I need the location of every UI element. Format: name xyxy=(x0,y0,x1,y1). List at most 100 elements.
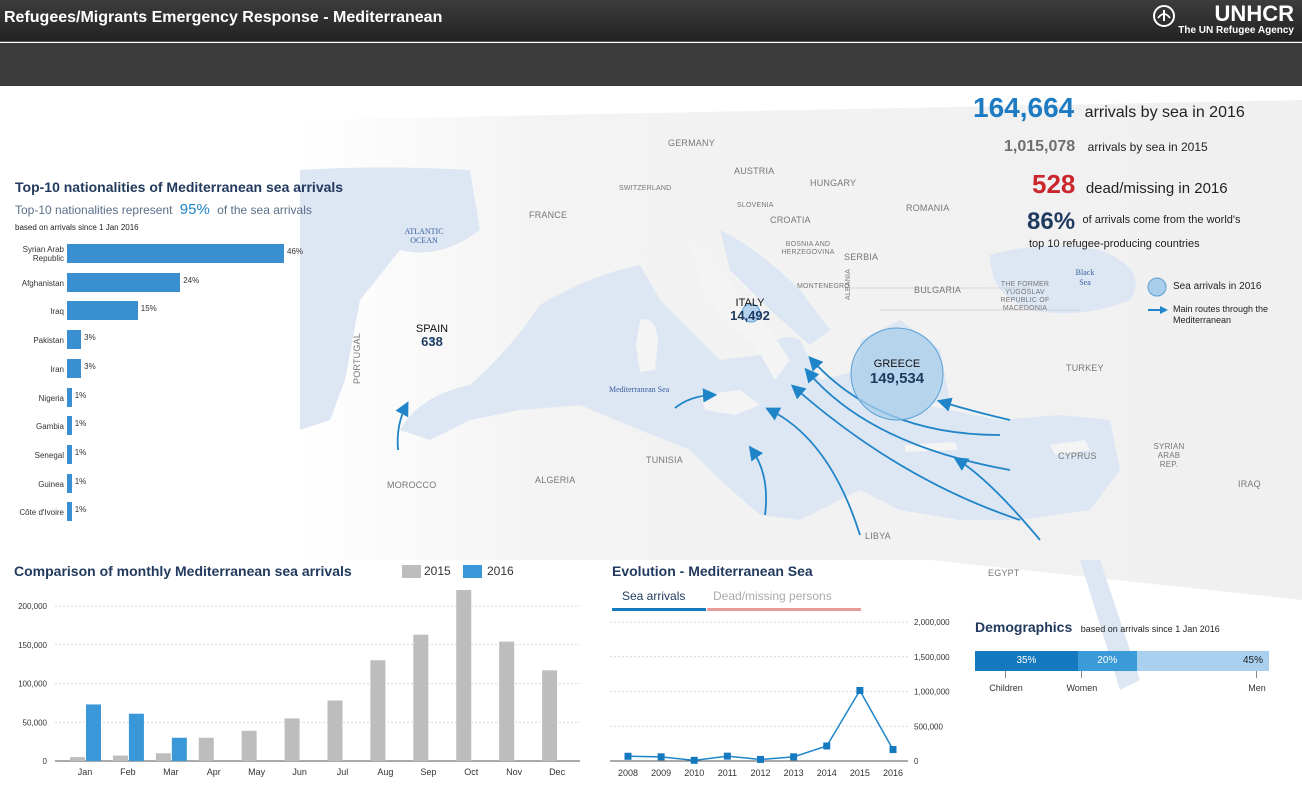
bar-2016[interactable] xyxy=(128,713,144,761)
country-label-cyprus: CYPRUS xyxy=(1058,451,1097,461)
country-label-france: FRANCE xyxy=(529,210,568,220)
nationality-bar[interactable] xyxy=(67,244,284,263)
demographics-label-men: Men xyxy=(1248,683,1266,693)
monthly-x-tick: Dec xyxy=(549,767,566,777)
evolution-point[interactable] xyxy=(624,752,632,760)
hub-value-spain: 638 xyxy=(421,334,443,349)
demographics-segment-men[interactable]: 45% xyxy=(1136,651,1269,671)
bar-2015[interactable] xyxy=(542,670,558,761)
nationality-label: Nigeria xyxy=(38,393,64,403)
nationality-label: Guinea xyxy=(38,479,64,489)
nationality-label: Gambia xyxy=(35,422,64,432)
bar-2015[interactable] xyxy=(499,641,515,761)
monthly-y-tick: 0 xyxy=(43,757,48,766)
bar-2016[interactable] xyxy=(171,737,187,761)
tab-sea-arrivals[interactable]: Sea arrivals xyxy=(622,589,686,603)
demographics-segment-women[interactable]: 20% xyxy=(1077,651,1137,671)
kpi-arrivals-2015: 1,015,078 arrivals by sea in 2015 xyxy=(1004,138,1208,156)
demographics-label-children: Children xyxy=(989,683,1023,693)
bar-2015[interactable] xyxy=(198,737,214,761)
evolution-x-tick: 2009 xyxy=(651,768,671,778)
tab-dead-missing[interactable]: Dead/missing persons xyxy=(713,589,832,603)
route-arrow xyxy=(748,445,767,516)
country-label-egypt: EGYPT xyxy=(988,568,1020,578)
evolution-x-tick: 2014 xyxy=(817,768,837,778)
hub-value-greece: 149,534 xyxy=(869,370,925,387)
bar-2016[interactable] xyxy=(86,704,101,761)
unhcr-logo[interactable]: UNHCR The UN Refugee Agency xyxy=(1153,3,1294,37)
route-arrow xyxy=(790,384,1021,521)
legend-circle-label: Sea arrivals in 2016 xyxy=(1173,281,1262,292)
country-label-montenegro: MONTENEGRO xyxy=(797,283,850,290)
bar-2015[interactable] xyxy=(413,634,429,761)
evolution-point[interactable] xyxy=(856,686,864,694)
nationality-bar[interactable] xyxy=(67,444,72,464)
bar-2015[interactable] xyxy=(112,755,128,761)
route-arrow xyxy=(936,397,1011,421)
legend-route-icon xyxy=(1148,306,1168,314)
legend-2015-label: 2015 xyxy=(424,564,451,578)
country-label-romania: ROMANIA xyxy=(906,203,950,213)
bar-2015[interactable] xyxy=(241,730,257,761)
kpi-dead-missing: 528 dead/missing in 2016 xyxy=(1032,169,1228,200)
evolution-point[interactable] xyxy=(757,755,764,763)
evolution-y-tick: 0 xyxy=(914,757,919,766)
country-label-hungary: HUNGARY xyxy=(810,178,857,188)
nationality-pct-label: 1% xyxy=(74,447,87,457)
evolution-point[interactable] xyxy=(790,753,798,761)
kpi-arrivals-2015-value: 1,015,078 xyxy=(1004,138,1076,155)
kpi-arrivals-2016-label: arrivals by sea in 2016 xyxy=(1084,104,1245,121)
legend-2015-swatch xyxy=(402,565,421,578)
italy-arrivals-circle xyxy=(741,303,761,323)
mediterranean-map xyxy=(0,86,1302,792)
nationality-label: Pakistan xyxy=(33,336,64,346)
nationalities-subtitle-prefix: Top-10 nationalities represent xyxy=(15,203,173,217)
kpi-top10-share-value: 86% xyxy=(1027,208,1076,235)
kpi-dead-missing-value: 528 xyxy=(1032,169,1076,199)
demographics-tick xyxy=(1005,671,1006,678)
nationality-pct-label: 1% xyxy=(74,476,87,486)
nationality-bar[interactable] xyxy=(67,358,82,378)
nationality-pct-label: 24% xyxy=(183,275,200,285)
bar-2015[interactable] xyxy=(284,718,300,761)
monthly-y-tick: 50,000 xyxy=(23,718,48,727)
nationality-bar[interactable] xyxy=(67,330,82,350)
nationality-bar[interactable] xyxy=(67,387,72,407)
evolution-point[interactable] xyxy=(690,756,698,764)
evolution-point[interactable] xyxy=(723,752,731,760)
sea-label-atlantic: ATLANTIC OCEAN xyxy=(404,227,444,245)
nationality-bar[interactable] xyxy=(67,272,181,292)
country-label-morocco: MOROCCO xyxy=(387,480,437,490)
demographics-segment-children[interactable]: 35% xyxy=(975,651,1078,671)
country-label-croatia: CROATIA xyxy=(770,215,811,225)
nationalities-title: Top-10 nationalities of Mediterranean se… xyxy=(15,179,344,195)
monthly-y-tick: 200,000 xyxy=(18,602,47,611)
monthly-x-tick: Nov xyxy=(506,767,523,777)
bar-2015[interactable] xyxy=(155,753,171,761)
bar-2015[interactable] xyxy=(327,700,343,761)
tab-sea-arrivals-underline xyxy=(612,608,706,611)
bar-2015[interactable] xyxy=(70,757,85,761)
evolution-point[interactable] xyxy=(823,742,831,750)
nationality-pct-label: 15% xyxy=(140,304,157,314)
evolution-point[interactable] xyxy=(657,753,665,761)
nationality-pct-label: 1% xyxy=(74,505,87,515)
route-arrow xyxy=(765,407,861,536)
evolution-point[interactable] xyxy=(889,746,897,754)
nationality-label: Iran xyxy=(50,364,64,374)
nationality-bar[interactable] xyxy=(67,301,138,321)
nationality-bar[interactable] xyxy=(67,416,72,436)
nationality-bar[interactable] xyxy=(67,502,72,522)
nationality-pct-label: 3% xyxy=(84,361,96,371)
legend-route-label: Main routes through the Mediterranean xyxy=(1173,304,1269,325)
sea-label-black: Black Sea xyxy=(1075,268,1095,287)
hub-name-spain: SPAIN xyxy=(415,323,449,335)
monthly-x-tick: Sep xyxy=(420,767,436,777)
bar-2015[interactable] xyxy=(456,590,472,761)
nationality-bar[interactable] xyxy=(67,473,72,493)
nationality-pct-label: 1% xyxy=(74,419,87,429)
bar-2015[interactable] xyxy=(370,660,386,761)
country-label-albania: ALBANIA xyxy=(845,269,852,300)
country-label-algeria: ALGERIA xyxy=(535,475,576,485)
atlantic-ocean-area xyxy=(300,167,480,430)
